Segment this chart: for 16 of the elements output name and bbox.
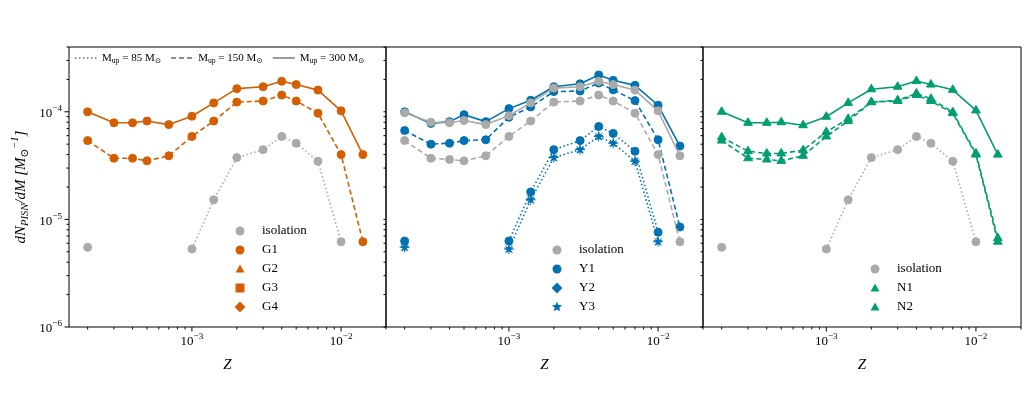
legend-label: Y2 [579,279,595,295]
legend-label: isolation [897,260,943,276]
legend-label: G3 [262,279,278,295]
x-axis-title: Z [540,355,550,372]
legend-label: isolation [262,222,308,238]
x-axis-title: Z [223,355,233,372]
y-axis-title: dNPISN/dM [M⊙−1] [9,130,30,244]
legend-label: Y3 [579,298,595,314]
legend-label: G2 [262,260,278,276]
legend-label: N1 [897,279,913,295]
legend-label: G4 [262,298,279,314]
legend-label: Y1 [579,260,595,276]
x-axis-title: Z [857,355,867,372]
legend-label: G1 [262,241,278,257]
legend-label: isolation [579,241,625,257]
legend-label: N2 [897,298,913,314]
